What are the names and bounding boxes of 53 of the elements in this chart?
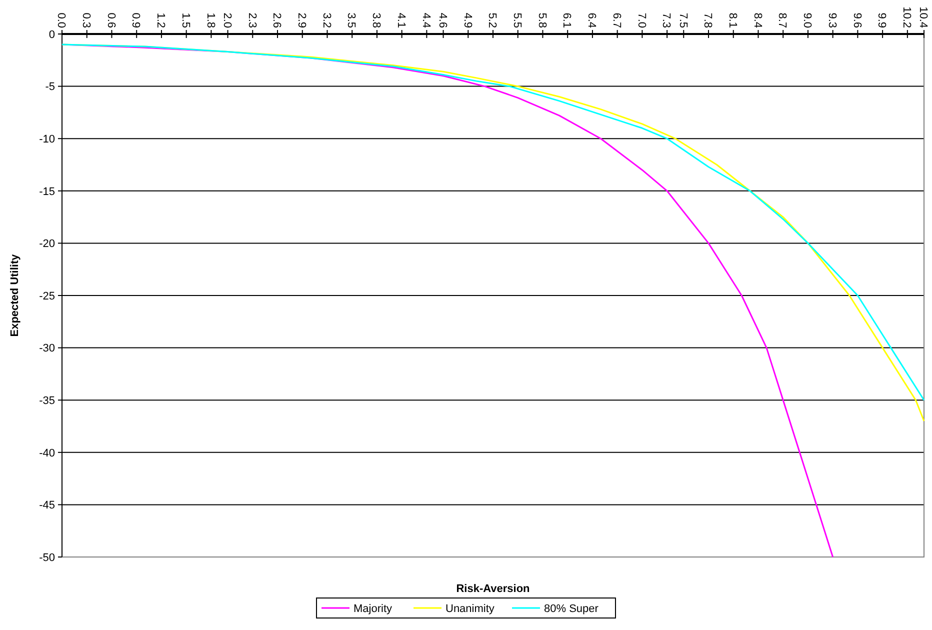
y-tick-label: -20 bbox=[39, 238, 55, 250]
y-tick-label: -45 bbox=[39, 500, 55, 512]
x-axis-title: Risk-Aversion bbox=[456, 583, 530, 595]
x-tick-label: 0.9 bbox=[130, 12, 142, 28]
x-tick-label: 4.6 bbox=[436, 12, 448, 28]
legend-label: 80% Super bbox=[544, 602, 599, 615]
x-tick-label: 4.9 bbox=[461, 12, 474, 28]
x-tick-label: 2.0 bbox=[220, 12, 233, 28]
x-tick-label: 5.2 bbox=[486, 12, 498, 28]
x-tick-label: 2.6 bbox=[270, 12, 283, 28]
x-tick-label: 1.2 bbox=[154, 12, 167, 28]
x-tick-label: 7.0 bbox=[635, 12, 648, 28]
x-tick-label: 7.3 bbox=[660, 12, 672, 28]
x-tick-label: 2.9 bbox=[296, 12, 308, 28]
y-tick-label: -15 bbox=[39, 186, 55, 198]
x-tick-label: 3.2 bbox=[320, 12, 332, 28]
x-tick-label: 3.5 bbox=[345, 12, 358, 28]
x-tick-label: 1.5 bbox=[179, 12, 192, 28]
legend-label: Unanimity bbox=[446, 602, 495, 615]
x-tick-label: 1.8 bbox=[204, 12, 216, 28]
y-tick-label: -25 bbox=[39, 290, 55, 302]
y-tick-label: -35 bbox=[39, 394, 55, 407]
y-tick-label: -40 bbox=[39, 447, 55, 460]
y-tick-label: 0 bbox=[48, 28, 55, 41]
y-tick-label: -5 bbox=[45, 81, 55, 94]
x-tick-label: 6.4 bbox=[586, 12, 598, 28]
x-tick-label: 10.2 bbox=[900, 6, 913, 28]
x-tick-label: 6.7 bbox=[610, 12, 622, 28]
x-tick-label: 10.4 bbox=[917, 6, 930, 28]
y-tick-label: -50 bbox=[39, 552, 55, 564]
legend-label: Majority bbox=[354, 602, 393, 615]
x-tick-label: 8.7 bbox=[776, 12, 788, 28]
y-tick-label: -30 bbox=[39, 342, 55, 355]
x-tick-label: 6.1 bbox=[560, 12, 573, 28]
x-tick-label: 9.3 bbox=[826, 12, 838, 28]
x-tick-label: 9.0 bbox=[801, 12, 814, 28]
x-tick-label: 4.4 bbox=[420, 12, 432, 28]
x-tick-label: 7.5 bbox=[676, 12, 689, 28]
x-tick-label: 0.6 bbox=[104, 12, 117, 28]
x-tick-label: 8.4 bbox=[751, 12, 764, 28]
y-axis-title: Expected Utility bbox=[9, 253, 21, 337]
x-tick-label: 9.9 bbox=[876, 12, 888, 28]
y-tick-label: -10 bbox=[39, 133, 55, 146]
x-tick-label: 2.3 bbox=[246, 12, 258, 28]
x-tick-label: 5.8 bbox=[536, 12, 548, 28]
x-tick-label: 0.0 bbox=[55, 12, 68, 28]
x-tick-label: 3.8 bbox=[370, 12, 382, 28]
x-tick-label: 4.1 bbox=[394, 12, 407, 28]
x-tick-label: 9.6 bbox=[850, 12, 863, 28]
x-tick-label: 5.5 bbox=[511, 12, 524, 28]
x-tick-label: 8.1 bbox=[726, 12, 739, 28]
x-tick-label: 0.3 bbox=[80, 12, 92, 28]
x-tick-label: 7.8 bbox=[702, 12, 714, 28]
